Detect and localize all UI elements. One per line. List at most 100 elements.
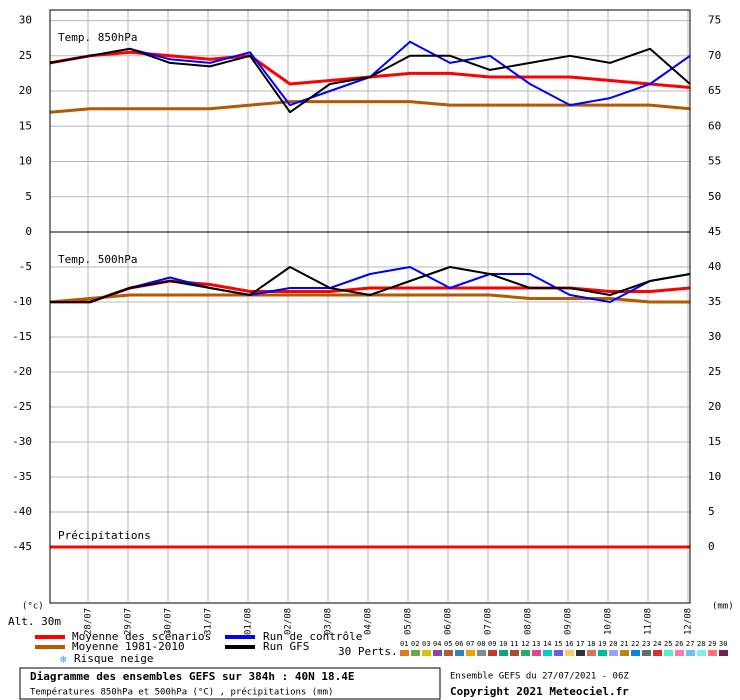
member-swatch <box>488 650 497 656</box>
member-swatch <box>653 650 662 656</box>
y2-tick-label: 25 <box>708 365 721 378</box>
y2-tick-label: 5 <box>708 505 715 518</box>
member-swatch <box>466 650 475 656</box>
member-label: 23 <box>642 640 650 648</box>
altitude: Alt. 30m <box>8 615 61 628</box>
y2-tick-label: 20 <box>708 400 721 413</box>
member-label: 02 <box>411 640 419 648</box>
x-tick-label: 29/07 <box>124 608 134 635</box>
member-label: 16 <box>565 640 573 648</box>
x-tick-label: 05/08 <box>404 608 414 635</box>
y-tick-label: -25 <box>12 400 32 413</box>
member-label: 27 <box>686 640 694 648</box>
member-label: 24 <box>653 640 661 648</box>
box-title: Diagramme des ensembles GEFS sur 384h : … <box>30 670 355 683</box>
member-swatch <box>554 650 563 656</box>
member-swatch <box>400 650 409 656</box>
member-label: 18 <box>587 640 595 648</box>
member-swatch <box>565 650 574 656</box>
member-swatch <box>609 650 618 656</box>
member-swatch <box>697 650 706 656</box>
member-swatch <box>521 650 530 656</box>
plot-frame <box>49 231 691 604</box>
member-swatch <box>444 650 453 656</box>
member-swatch <box>543 650 552 656</box>
member-label: 11 <box>510 640 518 648</box>
legend-label: Moyenne des scénarios <box>72 630 211 643</box>
member-label: 01 <box>400 640 408 648</box>
series-line <box>50 266 691 303</box>
x-tick-label: 30/07 <box>164 608 174 635</box>
y-tick-label: 20 <box>19 84 32 97</box>
x-tick-label: 31/07 <box>204 608 214 635</box>
member-label: 20 <box>609 640 617 648</box>
member-label: 10 <box>499 640 507 648</box>
x-tick-label: 10/08 <box>604 608 614 635</box>
member-swatch <box>598 650 607 656</box>
perts-label: 30 Perts. <box>338 645 398 658</box>
y2-tick-label: 35 <box>708 295 721 308</box>
y-tick-label: -45 <box>12 540 32 553</box>
y-tick-label: -20 <box>12 365 32 378</box>
member-swatch <box>411 650 420 656</box>
member-swatch <box>455 650 464 656</box>
member-label: 03 <box>422 640 430 648</box>
y2-tick-label: 60 <box>708 119 721 132</box>
panel-title: Temp. 850hPa <box>58 31 137 44</box>
legend-label: Moyenne 1981-2010 <box>72 640 185 653</box>
member-label: 07 <box>466 640 474 648</box>
member-swatch <box>422 650 431 656</box>
x-tick-label: 28/07 <box>84 608 94 635</box>
member-swatch <box>510 650 519 656</box>
run-info: Ensemble GEFS du 27/07/2021 - 06Z <box>450 672 629 682</box>
member-label: 15 <box>554 640 562 648</box>
series-line <box>49 47 691 114</box>
member-swatch <box>532 650 541 656</box>
y-tick-label: -30 <box>12 435 32 448</box>
member-swatch <box>631 650 640 656</box>
member-label: 25 <box>664 640 672 648</box>
plot-area <box>49 9 691 233</box>
member-swatch <box>477 650 486 656</box>
member-swatch <box>620 650 629 656</box>
x-tick-label: 09/08 <box>564 608 574 635</box>
y-tick-label: -5 <box>19 260 32 273</box>
y2-tick-label: 40 <box>708 260 721 273</box>
units-left: (°c) <box>22 602 44 612</box>
info-box <box>19 667 441 700</box>
member-label: 05 <box>444 640 452 648</box>
member-swatch <box>587 650 596 656</box>
x-tick-label: 06/08 <box>444 608 454 635</box>
x-tick-label: 03/08 <box>324 608 334 635</box>
member-swatch <box>686 650 695 656</box>
member-swatch <box>675 650 684 656</box>
member-label: 22 <box>631 640 639 648</box>
y2-tick-label: 15 <box>708 435 721 448</box>
y2-tick-label: 65 <box>708 84 721 97</box>
member-swatch <box>719 650 728 656</box>
y2-tick-label: 45 <box>708 225 721 238</box>
y2-tick-label: 10 <box>708 470 721 483</box>
y2-tick-label: 30 <box>708 330 721 343</box>
member-label: 08 <box>477 640 485 648</box>
member-swatch <box>576 650 585 656</box>
member-label: 06 <box>455 640 463 648</box>
x-tick-label: 12/08 <box>684 608 694 635</box>
copyright: Copyright 2021 Meteociel.fr <box>450 685 629 698</box>
x-tick-label: 11/08 <box>644 608 654 635</box>
panel-title: Temp. 500hPa <box>58 253 137 266</box>
units-right: (mm) <box>712 602 734 612</box>
legend-label: Run GFS <box>263 640 309 653</box>
y2-tick-label: 50 <box>708 190 721 203</box>
member-label: 26 <box>675 640 683 648</box>
member-label: 13 <box>532 640 540 648</box>
y2-tick-label: 70 <box>708 49 721 62</box>
x-tick-label: 07/08 <box>484 608 494 635</box>
member-label: 30 <box>719 640 727 648</box>
y-tick-label: 15 <box>19 119 32 132</box>
member-label: 04 <box>433 640 441 648</box>
x-tick-label: 04/08 <box>364 608 374 635</box>
series-line <box>50 266 691 303</box>
y2-tick-label: 75 <box>708 14 721 27</box>
member-label: 28 <box>697 640 705 648</box>
